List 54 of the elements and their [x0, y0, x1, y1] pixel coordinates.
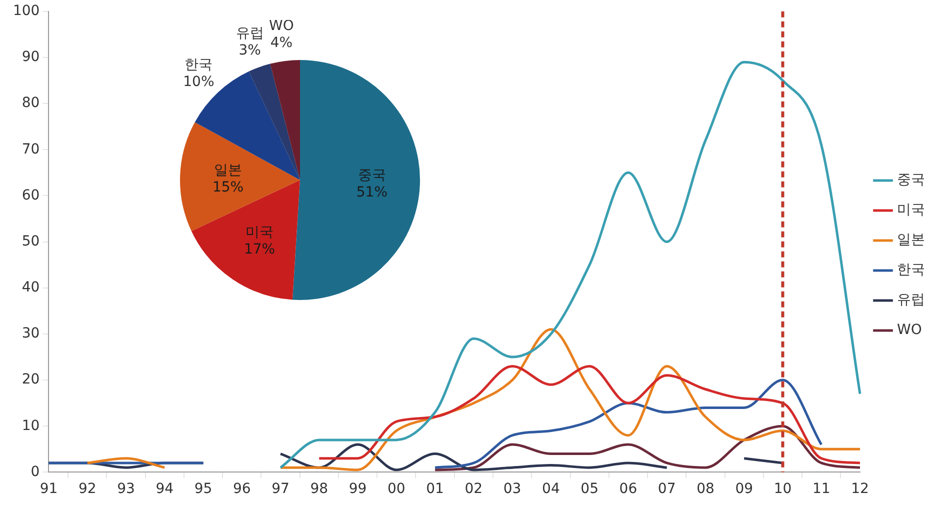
- data-label: 3%: [238, 42, 261, 59]
- data-label: 17%: [244, 242, 276, 258]
- x-tick-label: 03: [503, 481, 522, 498]
- data-label: 15%: [212, 180, 244, 196]
- y-tick-label: 100: [12, 3, 40, 20]
- legend-label: WO: [897, 322, 922, 338]
- x-tick-label: 08: [696, 481, 714, 498]
- y-tick-label: 20: [22, 372, 40, 388]
- x-tick-label: 98: [310, 481, 328, 498]
- x-tick-label: 92: [78, 481, 96, 498]
- line-series: [434, 424, 862, 472]
- x-tick-label: 01: [426, 481, 444, 498]
- x-tick-label: 94: [156, 481, 174, 498]
- data-label: 10%: [183, 74, 214, 90]
- x-tick-label: 02: [464, 481, 483, 498]
- slice-label: 미국: [246, 224, 274, 241]
- legend-label: 일본: [897, 232, 925, 248]
- x-tick-label: 04: [542, 481, 560, 498]
- slice-label: 일본: [214, 162, 242, 179]
- y-tick-label: 30: [22, 326, 40, 342]
- x-tick-label: 10: [774, 481, 792, 498]
- x-tick-label: 06: [619, 481, 638, 498]
- line-series: [279, 60, 862, 469]
- y-tick-label: 10: [22, 418, 40, 434]
- x-tick-label: 91: [40, 481, 58, 498]
- x-tick-label: 99: [348, 481, 367, 498]
- x-tick-label: 07: [658, 481, 676, 498]
- slice-label: WO: [269, 18, 294, 34]
- x-tick-label: 00: [388, 481, 406, 498]
- legend-label: 유럽: [897, 292, 925, 308]
- legend-label: 한국: [897, 262, 925, 278]
- data-label: 51%: [356, 184, 388, 200]
- legend-label: 미국: [897, 202, 925, 218]
- y-tick-label: 90: [22, 49, 40, 66]
- x-tick-label: 09: [735, 481, 754, 498]
- y-tick-label: 60: [22, 187, 40, 204]
- slice-label: 한국: [184, 57, 213, 74]
- slice-label: 유럽: [236, 26, 264, 42]
- y-tick-label: 40: [22, 280, 40, 296]
- line-series: [318, 364, 862, 464]
- slice-label: 중국: [358, 167, 386, 184]
- x-tick-label: 95: [194, 481, 212, 498]
- x-tick-label: 96: [232, 481, 251, 498]
- x-tick-label: 11: [812, 481, 830, 498]
- y-tick-label: 70: [22, 141, 40, 158]
- x-tick-label: 97: [272, 481, 290, 498]
- y-tick-label: 50: [22, 233, 40, 250]
- data-label: 4%: [270, 35, 293, 52]
- x-tick-label: 12: [851, 481, 869, 498]
- x-tick-label: 93: [117, 481, 135, 498]
- y-tick-label: 0: [30, 464, 40, 480]
- x-tick-label: 05: [580, 481, 598, 498]
- y-tick-label: 80: [22, 95, 40, 112]
- legend-label: 중국: [897, 172, 925, 188]
